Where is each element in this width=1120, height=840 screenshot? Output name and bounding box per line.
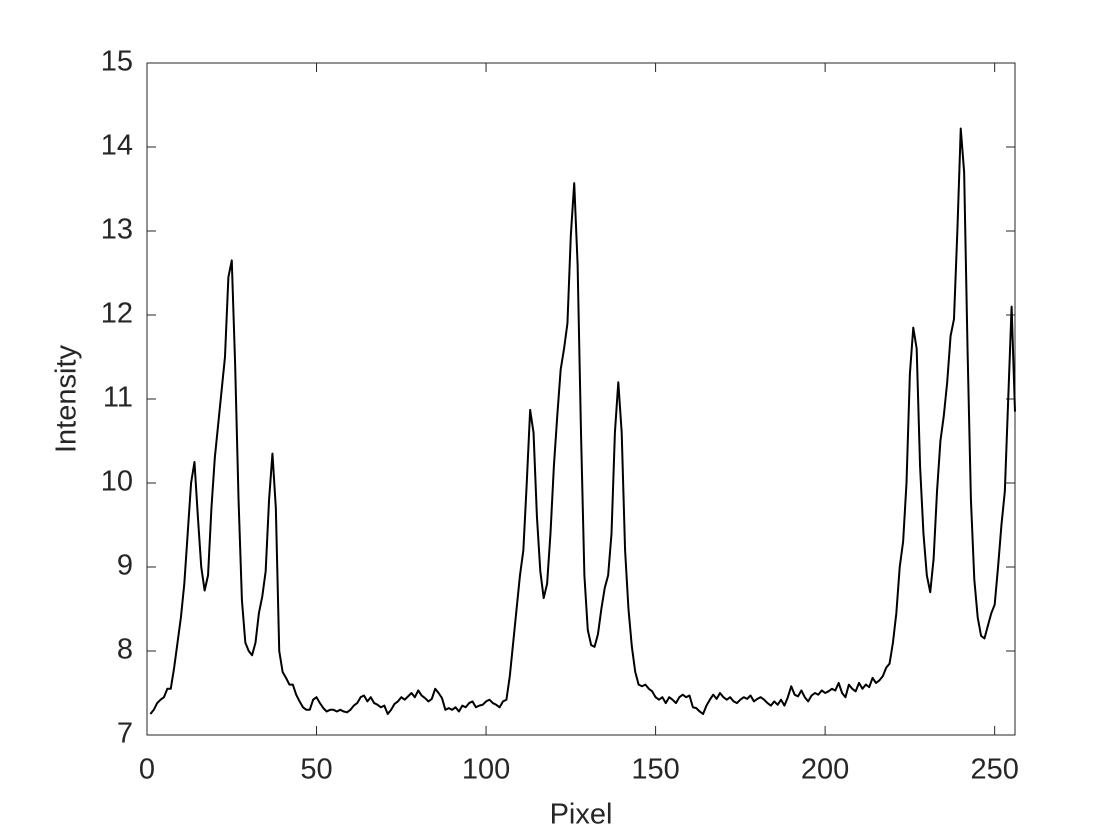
- y-tick-label: 13: [101, 214, 133, 246]
- y-tick-label: 7: [117, 718, 133, 750]
- y-tick-label: 12: [101, 298, 133, 330]
- x-tick-label: 0: [139, 754, 155, 786]
- y-axis-label: Intensity: [51, 345, 83, 453]
- x-tick-label: 50: [300, 754, 332, 786]
- y-tick-label: 9: [117, 550, 133, 582]
- y-tick-label: 11: [103, 382, 133, 414]
- x-tick-label: 150: [631, 754, 679, 786]
- x-tick-label: 200: [801, 754, 849, 786]
- x-tick-label: 100: [462, 754, 510, 786]
- data-line: [149, 127, 1016, 715]
- y-tick-label: 10: [101, 466, 133, 498]
- x-axis-label: Pixel: [550, 799, 613, 831]
- x-tick-label: 250: [970, 754, 1018, 786]
- y-tick-label: 15: [101, 46, 133, 78]
- y-tick-label: 8: [117, 634, 133, 666]
- y-tick-label: 14: [101, 130, 133, 162]
